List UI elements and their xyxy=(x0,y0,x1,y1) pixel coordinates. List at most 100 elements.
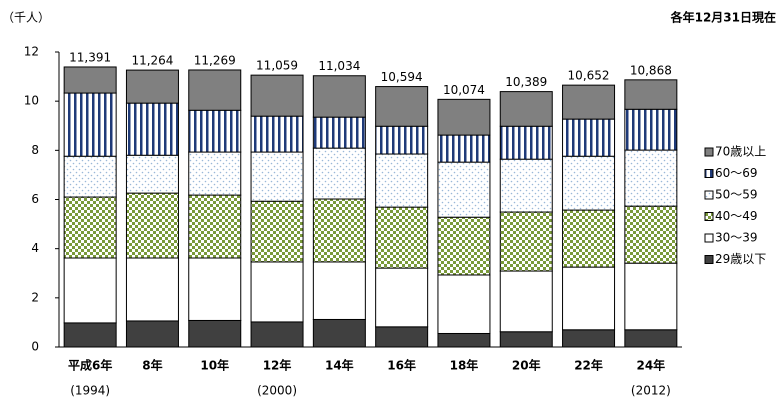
unit-label: （千人） xyxy=(2,11,50,25)
bar-segment xyxy=(562,329,616,348)
y-tick-label: 4 xyxy=(31,241,39,255)
legend-swatch xyxy=(704,190,714,200)
bar-segment xyxy=(375,326,429,348)
bar-segment xyxy=(375,153,429,208)
bar-segment xyxy=(63,322,117,348)
total-label: 11,059 xyxy=(256,59,298,73)
bar-segment xyxy=(188,257,242,321)
x-tick-label: 20年 xyxy=(512,358,541,373)
y-tick-label: 6 xyxy=(31,192,39,206)
bar-segment xyxy=(63,257,117,324)
total-label: 11,269 xyxy=(194,53,236,67)
legend-swatch xyxy=(704,233,714,243)
x-tick-label: 10年 xyxy=(200,358,229,373)
bar-segment xyxy=(125,102,179,156)
total-label: 10,652 xyxy=(568,69,610,83)
note: 各年12月31日現在 xyxy=(670,10,776,25)
bar-segment xyxy=(562,155,616,211)
bar-segment xyxy=(188,109,242,153)
bar-segment xyxy=(437,98,491,136)
x-tick-label: 24年 xyxy=(636,358,665,373)
bar-segment xyxy=(312,116,366,149)
bar-segment xyxy=(499,91,553,127)
bar-segment xyxy=(375,125,429,155)
bar-segment xyxy=(250,74,304,117)
bar-segment xyxy=(188,69,242,111)
bar-segment xyxy=(375,267,429,328)
legend-label: 60～69 xyxy=(715,166,758,180)
x-tick-label: 16年 xyxy=(387,358,416,373)
bar-segment xyxy=(624,108,678,151)
total-label: 10,389 xyxy=(505,75,547,89)
total-label: 11,034 xyxy=(318,59,360,73)
bar-segment xyxy=(499,211,553,272)
bar-segment xyxy=(250,200,304,263)
legend-swatch xyxy=(704,212,714,221)
bar-segment xyxy=(250,151,304,202)
bar-segment xyxy=(624,262,678,331)
bar-segment xyxy=(437,332,491,348)
bar-segment xyxy=(499,125,553,160)
x-tick-label: 8年 xyxy=(142,358,162,373)
bar-segment xyxy=(437,216,491,276)
bar-segment xyxy=(312,261,366,320)
bar-segment xyxy=(437,161,491,218)
legend-swatch xyxy=(704,255,714,264)
total-label: 11,264 xyxy=(131,54,173,68)
legend-label: 70歳以上 xyxy=(715,145,766,159)
bar-segment xyxy=(63,66,117,94)
bar-segment xyxy=(624,79,678,110)
bar-segment xyxy=(63,196,117,259)
total-label: 11,391 xyxy=(69,50,111,64)
legend-label: 50～59 xyxy=(715,188,758,202)
bar-segment xyxy=(562,84,616,120)
bar-segment xyxy=(125,154,179,194)
bar-segment xyxy=(188,194,242,259)
bar-segment xyxy=(312,147,366,200)
total-label: 10,868 xyxy=(630,63,672,77)
x-sub-label: (1994) xyxy=(70,384,110,397)
bar-segment xyxy=(63,92,117,157)
total-label: 10,074 xyxy=(443,83,485,97)
legend-label: 30～39 xyxy=(715,231,758,245)
bar-segment xyxy=(250,115,304,153)
bar-segment xyxy=(312,75,366,118)
bar-segment xyxy=(125,320,179,348)
bar-segment xyxy=(562,209,616,268)
bar-segment xyxy=(125,257,179,322)
bar-segment xyxy=(499,158,553,213)
legend-swatch xyxy=(704,169,714,178)
x-tick-label: 12年 xyxy=(263,358,292,373)
bar-segment xyxy=(624,149,678,207)
bar-segment xyxy=(375,86,429,127)
x-sub-label: (2012) xyxy=(631,384,671,397)
bar-segment xyxy=(250,321,304,348)
y-tick-label: 0 xyxy=(31,340,39,354)
x-tick-label: 平成6年 xyxy=(68,358,112,373)
legend-swatch xyxy=(704,147,714,157)
bar-segment xyxy=(312,318,366,348)
x-tick-label: 18年 xyxy=(450,358,479,373)
bar-segment xyxy=(375,206,429,269)
bar-segment xyxy=(63,155,117,198)
y-tick-label: 10 xyxy=(24,94,39,108)
y-tick-label: 8 xyxy=(31,143,39,157)
bar-segment xyxy=(250,261,304,323)
bar-segment xyxy=(562,118,616,157)
bar-segment xyxy=(437,134,491,163)
legend-label: 29歳以下 xyxy=(715,252,766,266)
bar-segment xyxy=(437,274,491,334)
legend-label: 40～49 xyxy=(715,209,758,223)
x-tick-label: 22年 xyxy=(574,358,603,373)
bar-segment xyxy=(125,192,179,259)
y-tick-label: 12 xyxy=(24,45,39,59)
total-label: 10,594 xyxy=(381,70,423,84)
x-sub-label: (2000) xyxy=(257,384,297,397)
bar-segment xyxy=(562,266,616,331)
bar-segment xyxy=(188,319,242,348)
bar-segment xyxy=(499,331,553,348)
bar-segment xyxy=(125,69,179,104)
y-tick-label: 2 xyxy=(31,290,39,304)
bar-segment xyxy=(312,198,366,263)
